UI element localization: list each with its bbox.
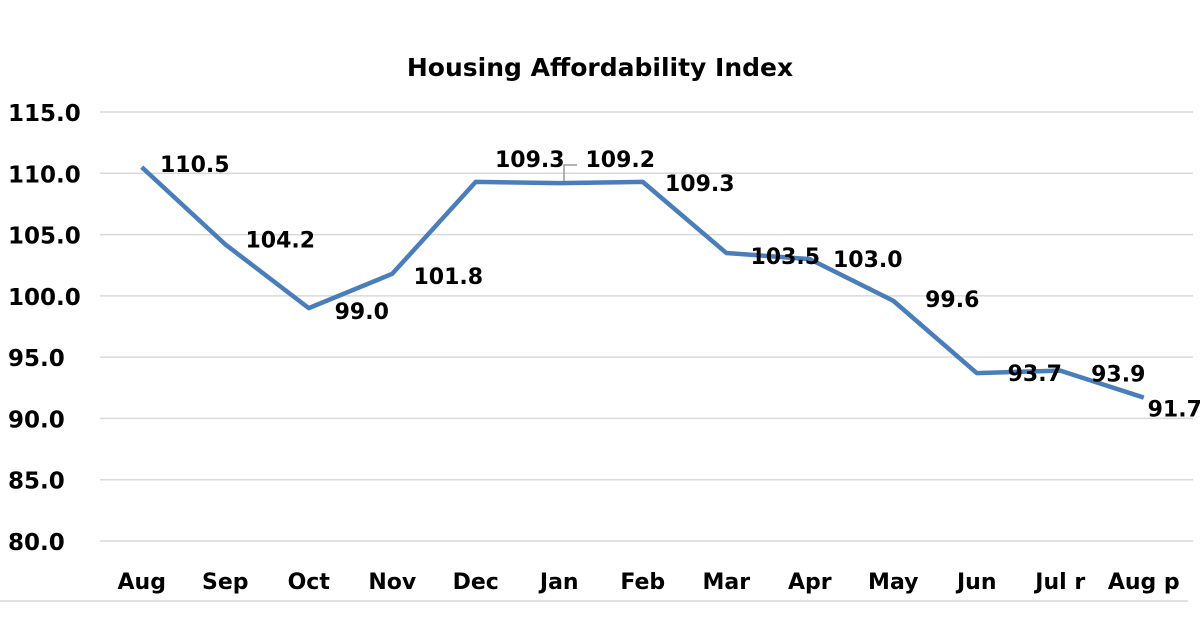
y-tick-label: 95.0: [8, 346, 65, 372]
x-tick-label: Aug p: [1108, 570, 1180, 595]
y-tick-label: 105.0: [8, 224, 81, 250]
x-tick-label: Jul r: [1033, 570, 1085, 595]
y-tick-label: 85.0: [8, 469, 65, 495]
data-label: 99.0: [335, 300, 389, 325]
series-line: [140, 165, 1145, 400]
y-tick-label: 115.0: [8, 101, 81, 127]
data-label: 104.2: [245, 228, 315, 253]
data-label-leader-line: [563, 164, 577, 184]
x-tick-label: Oct: [288, 570, 331, 595]
data-label: 109.3: [495, 148, 565, 173]
x-tick-label: Jan: [538, 570, 579, 595]
x-tick-label: Aug: [118, 570, 166, 595]
data-label: 91.7: [1148, 398, 1200, 423]
data-label: 93.7: [1008, 362, 1062, 387]
data-label: 99.6: [925, 288, 979, 313]
x-tick-label: Apr: [788, 570, 832, 595]
data-label: 109.2: [585, 148, 655, 173]
chart-title: Housing Affordability Index: [407, 53, 793, 82]
y-tick-label: 110.0: [8, 162, 81, 188]
x-tick-label: Sep: [202, 570, 249, 595]
x-tick-label: Dec: [453, 570, 499, 595]
data-label: 109.3: [665, 172, 735, 197]
y-tick-label: 90.0: [8, 407, 65, 433]
x-tick-label: Feb: [620, 570, 665, 595]
y-tick-label: 100.0: [8, 285, 81, 311]
x-tick-label: Nov: [368, 570, 417, 595]
x-tick-label: Mar: [702, 570, 750, 595]
x-tick-label: May: [868, 570, 918, 595]
x-tick-label: Jun: [955, 570, 997, 595]
y-tick-label: 80.0: [8, 530, 65, 556]
data-label: 93.9: [1091, 363, 1145, 388]
data-label: 101.8: [413, 265, 483, 290]
data-label: 110.5: [160, 153, 230, 178]
data-label: 103.5: [750, 245, 820, 270]
data-label: 103.0: [833, 248, 903, 273]
